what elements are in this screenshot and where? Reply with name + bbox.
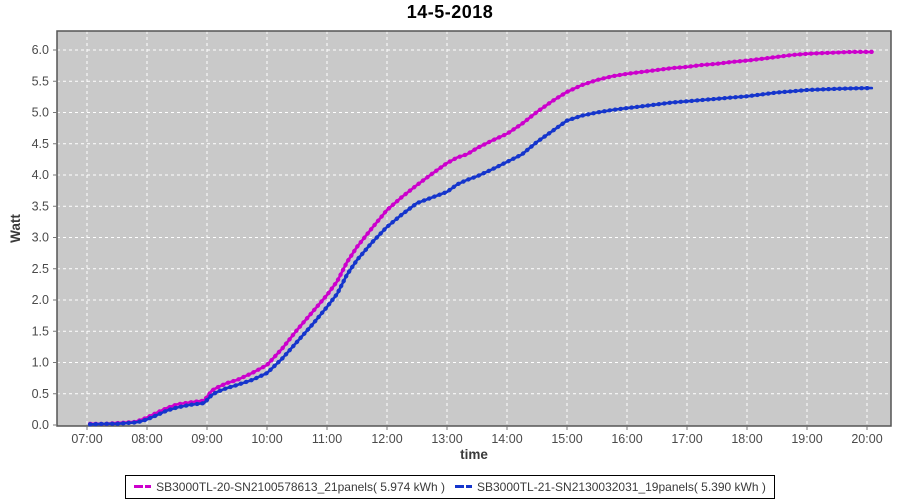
svg-text:18:00: 18:00 xyxy=(731,432,762,446)
series-a-label: SB3000TL-20-SN2100578613_21panels( 5.974… xyxy=(156,479,445,494)
svg-text:1.0: 1.0 xyxy=(32,356,49,370)
series-a-line-swatch-icon xyxy=(134,485,152,488)
svg-text:3.5: 3.5 xyxy=(32,199,49,213)
svg-text:20:00: 20:00 xyxy=(851,432,882,446)
svg-text:4.0: 4.0 xyxy=(32,168,49,182)
svg-text:6.0: 6.0 xyxy=(32,43,49,57)
svg-text:1.5: 1.5 xyxy=(32,324,49,338)
svg-text:Watt: Watt xyxy=(8,214,23,243)
svg-text:08:00: 08:00 xyxy=(131,432,162,446)
svg-text:17:00: 17:00 xyxy=(671,432,702,446)
legend-box: SB3000TL-20-SN2100578613_21panels( 5.974… xyxy=(125,475,775,499)
svg-text:10:00: 10:00 xyxy=(251,432,282,446)
series-b-label: SB3000TL-21-SN2130032031_19panels( 5.390… xyxy=(477,479,766,494)
svg-text:14:00: 14:00 xyxy=(491,432,522,446)
svg-text:time: time xyxy=(460,447,488,462)
svg-text:0.0: 0.0 xyxy=(32,418,49,432)
chart-plot-svg: 07:00 08:00 09:00 10:00 11:00 12:00 13:00 14:00… xyxy=(8,30,892,462)
svg-text:5.0: 5.0 xyxy=(32,106,49,120)
legend-container: SB3000TL-20-SN2100578613_21panels( 5.974… xyxy=(0,475,900,499)
svg-text:12:00: 12:00 xyxy=(371,432,402,446)
svg-text:15:00: 15:00 xyxy=(551,432,582,446)
svg-text:3.0: 3.0 xyxy=(32,231,49,245)
svg-text:0.5: 0.5 xyxy=(32,387,49,401)
svg-text:13:00: 13:00 xyxy=(431,432,462,446)
legend-entry-series-a: SB3000TL-20-SN2100578613_21panels( 5.974… xyxy=(134,480,445,494)
svg-text:16:00: 16:00 xyxy=(611,432,642,446)
legend-entry-series-b: SB3000TL-21-SN2130032031_19panels( 5.390… xyxy=(455,480,766,494)
svg-text:19:00: 19:00 xyxy=(791,432,822,446)
svg-text:4.5: 4.5 xyxy=(32,137,49,151)
svg-text:11:00: 11:00 xyxy=(312,432,342,446)
svg-text:5.5: 5.5 xyxy=(32,74,49,88)
svg-text:2.5: 2.5 xyxy=(32,262,49,276)
svg-text:2.0: 2.0 xyxy=(32,293,49,307)
series-b-line-swatch-icon xyxy=(455,485,472,488)
chart-title: 14-5-2018 xyxy=(406,2,494,22)
svg-text:09:00: 09:00 xyxy=(191,432,222,446)
svg-text:07:00: 07:00 xyxy=(71,432,102,446)
